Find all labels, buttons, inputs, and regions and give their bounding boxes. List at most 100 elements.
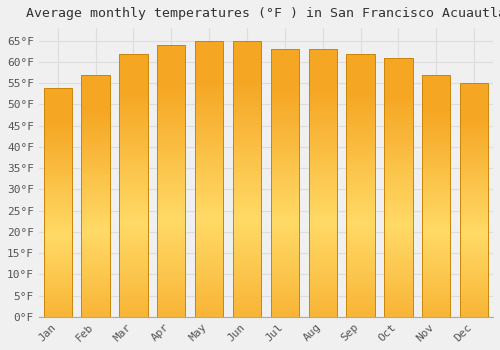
Bar (422, 234, 450, 237)
Bar (422, 131, 450, 133)
Bar (44, 315, 72, 317)
Bar (233, 284, 261, 286)
Bar (460, 149, 488, 151)
Bar (270, 97, 299, 100)
Bar (119, 267, 148, 270)
Bar (157, 50, 186, 53)
Bar (308, 156, 337, 159)
Bar (384, 148, 412, 151)
Bar (233, 173, 261, 176)
Bar (233, 190, 261, 193)
Bar (270, 234, 299, 237)
Bar (422, 123, 450, 126)
Bar (270, 237, 299, 239)
Bar (346, 240, 375, 243)
Bar (460, 172, 488, 174)
Bar (346, 69, 375, 72)
Bar (422, 169, 450, 171)
Bar (233, 140, 261, 143)
Bar (157, 138, 186, 140)
Bar (119, 259, 148, 261)
Bar (384, 154, 412, 156)
Bar (460, 88, 488, 90)
Bar (308, 218, 337, 220)
Bar (384, 125, 412, 128)
Bar (270, 255, 299, 258)
Bar (460, 188, 488, 191)
Bar (82, 150, 110, 152)
Bar (233, 135, 261, 138)
Bar (44, 301, 72, 303)
Bar (384, 216, 412, 218)
Bar (82, 220, 110, 222)
Bar (308, 71, 337, 74)
Bar (460, 216, 488, 219)
Bar (308, 253, 337, 255)
Bar (195, 82, 224, 85)
Bar (82, 290, 110, 293)
Bar (119, 69, 148, 72)
Bar (82, 264, 110, 266)
Bar (195, 300, 224, 303)
Bar (44, 250, 72, 253)
Bar (270, 282, 299, 285)
Bar (384, 141, 412, 143)
Bar (460, 116, 488, 118)
Bar (233, 253, 261, 256)
Bar (460, 144, 488, 146)
Bar (44, 246, 72, 248)
Bar (44, 273, 72, 275)
Bar (233, 52, 261, 55)
Bar (270, 154, 299, 156)
Bar (422, 157, 450, 160)
Bar (270, 151, 299, 154)
Bar (384, 211, 412, 213)
Bar (270, 108, 299, 111)
Bar (384, 68, 412, 71)
Bar (384, 229, 412, 231)
Bar (195, 85, 224, 88)
Bar (44, 140, 72, 142)
Bar (119, 285, 148, 288)
Bar (270, 121, 299, 124)
Bar (82, 312, 110, 314)
Bar (44, 271, 72, 273)
Bar (233, 308, 261, 311)
Bar (460, 163, 488, 165)
Bar (195, 231, 224, 234)
Bar (233, 132, 261, 135)
Bar (233, 66, 261, 68)
Bar (346, 138, 375, 140)
Bar (460, 200, 488, 202)
Bar (460, 202, 488, 205)
Bar (44, 184, 72, 186)
Bar (82, 218, 110, 220)
Bar (233, 275, 261, 278)
Bar (233, 60, 261, 63)
Bar (270, 215, 299, 218)
Bar (82, 268, 110, 271)
Bar (119, 312, 148, 314)
Bar (384, 283, 412, 286)
Bar (157, 309, 186, 312)
Bar (157, 80, 186, 83)
Bar (308, 138, 337, 140)
Bar (157, 205, 186, 208)
Bar (308, 245, 337, 247)
Bar (195, 107, 224, 110)
Bar (384, 195, 412, 198)
Bar (270, 207, 299, 210)
Bar (44, 124, 72, 126)
Bar (346, 209, 375, 211)
Bar (157, 178, 186, 181)
Bar (270, 196, 299, 199)
Bar (422, 198, 450, 201)
Bar (82, 160, 110, 162)
Bar (384, 112, 412, 115)
Bar (270, 49, 299, 317)
Bar (422, 116, 450, 118)
Bar (233, 96, 261, 99)
Bar (422, 259, 450, 261)
Bar (308, 89, 337, 92)
Bar (308, 314, 337, 317)
